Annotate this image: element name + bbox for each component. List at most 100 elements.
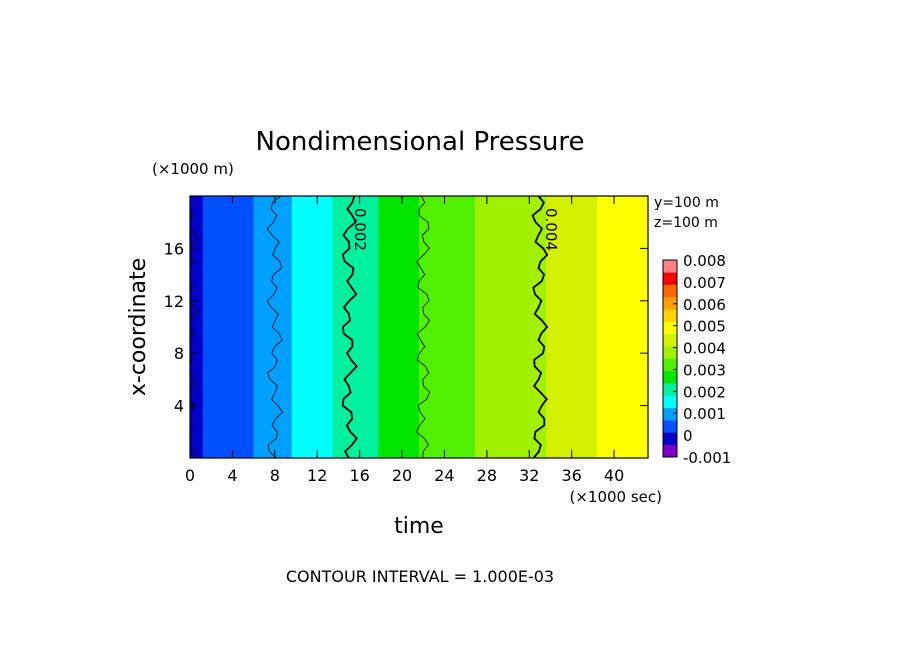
pressure-band	[602, 196, 606, 458]
pressure-band	[352, 196, 357, 458]
contour-labels: 0.002 0.004	[351, 208, 560, 251]
pressure-band	[584, 196, 588, 458]
colorbar-swatch	[663, 432, 677, 445]
pressure-band	[449, 196, 453, 458]
colorbar-label: 0.007	[683, 274, 726, 292]
pressure-band	[370, 196, 374, 458]
pressure-band	[202, 196, 207, 458]
contour-line	[190, 209, 198, 458]
pressure-band	[500, 196, 504, 458]
pressure-band	[291, 196, 296, 458]
pressure-band	[243, 196, 247, 458]
colorbar-frame	[662, 259, 678, 458]
plot-area	[190, 196, 648, 458]
colorbar-swatch	[663, 321, 677, 335]
pressure-band	[548, 196, 553, 458]
pressure-band	[350, 196, 354, 458]
pressure-band	[424, 196, 428, 458]
pressure-band	[406, 196, 410, 458]
pressure-band	[210, 196, 214, 458]
x-axis: 0 4 8 12 16 20 24 28 32 36 40	[185, 196, 624, 485]
pressure-band	[322, 196, 326, 458]
pressure-band	[230, 196, 235, 458]
pressure-band	[401, 196, 405, 458]
pressure-band	[337, 196, 341, 458]
x-tick-label: 0	[185, 466, 195, 485]
pressure-band	[253, 196, 257, 458]
contour-line	[266, 196, 284, 458]
y-unit-label: (×1000 m)	[152, 160, 234, 178]
contour-interval-note: CONTOUR INTERVAL = 1.000E-03	[286, 567, 554, 586]
pressure-band	[217, 196, 222, 458]
pressure-band	[378, 196, 382, 458]
x-tick-label: 16	[349, 466, 369, 485]
y-tick-label: 12	[164, 292, 184, 311]
pressure-band	[398, 196, 402, 458]
colorbar-label: 0.004	[683, 340, 726, 358]
colorbar-swatch	[663, 284, 677, 298]
pressure-band	[360, 196, 364, 458]
pressure-band	[576, 196, 581, 458]
colorbar-swatch	[663, 383, 677, 396]
pressure-band	[411, 196, 415, 458]
pressure-band	[538, 196, 542, 458]
colorbar-swatch	[663, 358, 677, 372]
pressure-band	[510, 196, 514, 458]
pressure-band	[429, 196, 433, 458]
pressure-band	[480, 196, 484, 458]
pressure-band	[314, 196, 319, 458]
pressure-band	[462, 196, 466, 458]
x-tick-label: 12	[307, 466, 327, 485]
pressure-band	[574, 196, 578, 458]
pressure-band	[594, 196, 598, 458]
colorbar-swatch	[663, 420, 677, 433]
colorbar-swatch	[663, 444, 677, 458]
pressure-band	[530, 196, 535, 458]
contour-line	[531, 196, 549, 458]
pressure-band	[571, 196, 576, 458]
pressure-band	[220, 196, 224, 458]
pressure-band	[235, 196, 240, 458]
colorbar-label: 0.001	[683, 405, 726, 423]
pressure-band	[556, 196, 560, 458]
pressure-band	[553, 196, 558, 458]
colorbar-label: 0.003	[683, 361, 726, 379]
x-tick-label: 20	[392, 466, 412, 485]
pressure-band	[393, 196, 397, 458]
pressure-band	[431, 196, 436, 458]
pressure-band	[207, 196, 212, 458]
pressure-band	[215, 196, 219, 458]
pressure-band	[408, 196, 413, 458]
pressure-band	[612, 196, 616, 458]
pressure-band	[564, 196, 568, 458]
colorbar-label: 0.006	[683, 296, 726, 314]
pressure-band	[327, 196, 331, 458]
pressure-band	[525, 196, 530, 458]
x-axis-label: time	[394, 514, 444, 539]
chart-title: Nondimensional Pressure	[256, 127, 585, 157]
pressure-band	[332, 196, 336, 458]
pressure-band	[622, 196, 626, 458]
pressure-band	[190, 196, 194, 458]
colorbar-swatch	[663, 296, 677, 310]
colorbar-label: 0.005	[683, 318, 726, 336]
pressure-band	[497, 196, 502, 458]
pressure-band	[312, 196, 316, 458]
pressure-band	[627, 196, 631, 458]
pressure-band	[467, 196, 471, 458]
pressure-band	[421, 196, 425, 458]
pressure-band	[640, 196, 644, 458]
pressure-band	[276, 196, 280, 458]
pressure-band	[487, 196, 492, 458]
pressure-band	[492, 196, 497, 458]
pressure-band	[592, 196, 596, 458]
pressure-band	[309, 196, 313, 458]
pressure-band	[375, 196, 380, 458]
pressure-band	[426, 196, 430, 458]
contour-label: 0.004	[542, 208, 560, 251]
pressure-band	[263, 196, 268, 458]
pressure-band	[485, 196, 489, 458]
pressure-band	[614, 196, 619, 458]
pressure-band	[205, 196, 209, 458]
pressure-band	[380, 196, 385, 458]
